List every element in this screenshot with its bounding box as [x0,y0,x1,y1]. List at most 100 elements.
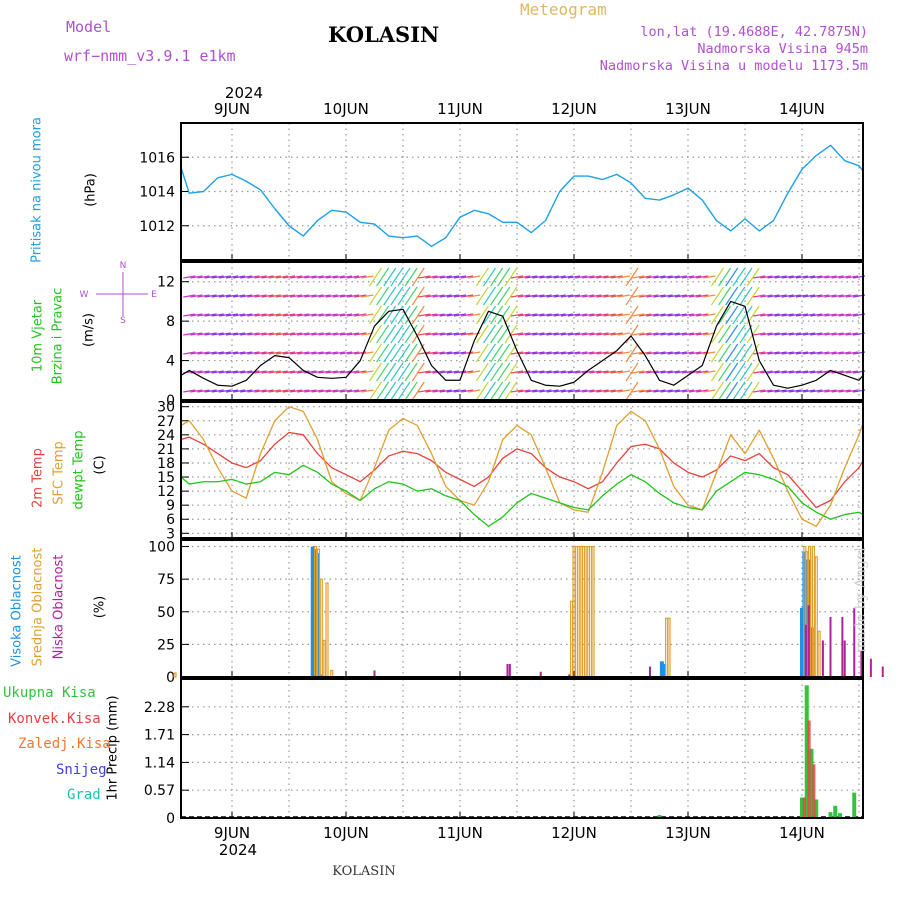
wind-barb [760,389,773,393]
wind-barb [504,286,518,306]
wind-barb [539,275,552,279]
wind-barb [739,381,753,401]
coords-text: lon,lat (19.4688E, 42.7875N) [640,24,868,40]
wind-barb [404,343,418,363]
bottom-day-label: 13JUN [665,824,711,842]
wind-barb [361,389,374,393]
wind-barb [240,351,253,355]
wind-barb [197,332,210,336]
wind-barb [218,313,231,317]
wind-barb [767,332,780,336]
wind-barb [369,343,382,363]
cloud-low-bar [843,640,846,677]
wind-barb [589,370,602,374]
wind-barb [383,305,397,325]
cloud-low-bar [829,616,832,677]
wind-barb [339,313,353,317]
wind-barb [632,332,645,336]
wind-barb [718,362,732,382]
wind-barb [290,294,303,298]
wind-barb [339,294,353,298]
wind-barb [732,362,746,382]
wind-barb [518,332,531,336]
cloud-high-bar [804,559,809,677]
wind-barb [304,351,317,355]
wind-barb [461,389,474,393]
wind-barb [660,370,673,374]
wind-barb [490,381,504,401]
wind-barb [425,351,438,355]
wind-barb [739,343,753,363]
wind-barb [760,351,773,355]
wind-barb [539,294,552,298]
wind-barb [711,362,724,382]
wind-barb [290,351,303,355]
temp-ytick-label: 18 [157,456,175,472]
cloud-high-bar [310,546,315,677]
wind-barb [468,313,481,317]
wind-barb [639,294,652,298]
wind-barb [753,313,766,317]
wind-barb [681,389,695,393]
wind-barb [325,294,338,298]
wind-barb [781,351,794,355]
wind-barb [532,332,545,336]
wind-barb [660,351,673,355]
wind-barb [810,351,823,355]
temp-axis-title-2m: 2m Temp [30,448,46,508]
wind-barb [354,389,367,393]
wind-barb [760,332,773,336]
cloud-low-bar [841,616,844,677]
wind-barb [218,294,231,298]
wind-barb [468,389,481,393]
wind-background [181,262,863,400]
bottom-day-label: 12JUN [551,824,597,842]
wind-barb [432,389,445,393]
wind-barb [475,324,489,344]
wind-barb [560,275,573,279]
cloud-mid-bar [173,672,177,678]
wind-frame [180,261,864,401]
wind-barb [225,370,239,374]
wind-barb [696,370,709,374]
wind-barb [211,275,224,279]
wind-barb [404,324,418,344]
wind-barb [504,305,518,325]
wind-barb [446,389,459,393]
wind-barb [625,324,639,344]
wind-barb [753,351,766,355]
wind-barb [233,389,246,393]
wind-barb [490,267,504,287]
wind-barb [817,332,830,336]
wind-barb [732,305,746,325]
wind-barb [183,389,196,393]
wind-barb [546,275,559,279]
wind-barb [183,351,196,355]
wind-barb [390,343,404,363]
wind-barb [696,275,709,279]
wind-barb [297,351,310,355]
wind-barb [483,362,496,382]
bottom-day-label: 11JUN [437,824,483,842]
wind-barb [681,294,695,298]
wind-ytick-label: 12 [157,275,175,291]
wind-barb [788,275,801,279]
wind-barb [304,332,317,336]
wind-barb [610,294,623,298]
wind-barb [432,351,445,355]
wind-barb [711,286,724,306]
wind-barb [610,370,623,374]
precip-axis-unit: 1hr Precip (mm) [105,695,121,801]
wind-barb [240,275,253,279]
wind-barb [369,305,382,325]
wind-barb [525,389,538,393]
wind-barb [383,286,397,306]
wind-barb [369,381,382,401]
wind-barb [461,332,474,336]
wind-barb [183,313,196,317]
wind-barb [504,381,518,401]
wind-barb [304,389,317,393]
wind-barb [233,351,246,355]
wind-barb [575,275,588,279]
wind-barb [439,313,452,317]
